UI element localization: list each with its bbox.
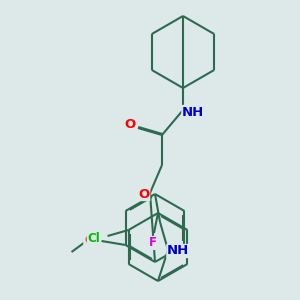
Text: O: O [124,118,136,131]
Text: Cl: Cl [87,232,100,244]
Text: O: O [84,233,95,247]
Text: NH: NH [167,244,189,257]
Text: F: F [149,236,157,250]
Text: O: O [138,188,150,200]
Text: NH: NH [182,106,204,118]
